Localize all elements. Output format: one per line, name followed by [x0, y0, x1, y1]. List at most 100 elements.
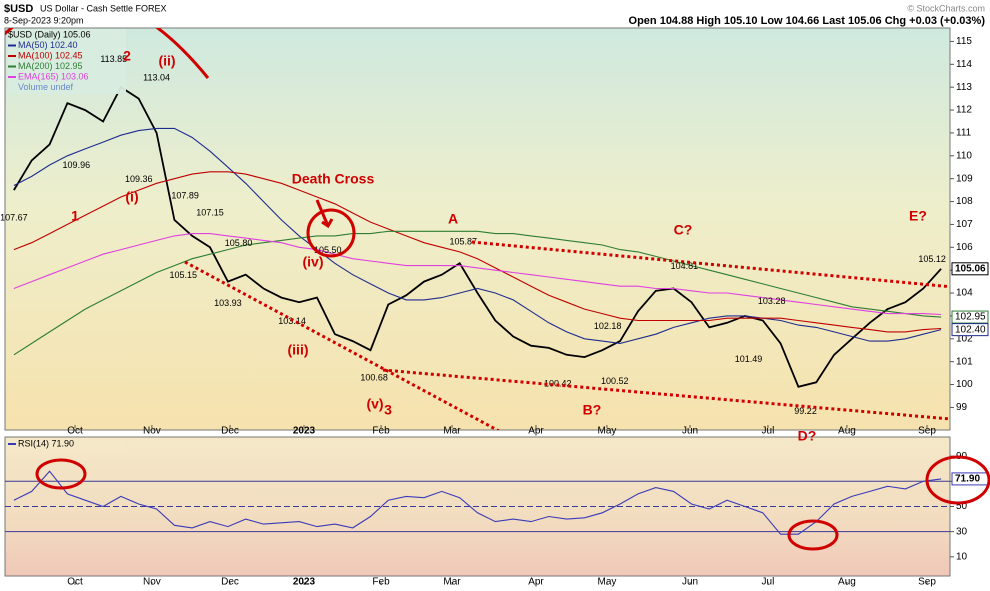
y-tick-label: 50	[956, 501, 968, 512]
x-tick-label: Feb	[372, 426, 390, 437]
annotation: C?	[674, 222, 693, 238]
series-line	[13, 127, 942, 344]
point-label: 105.15	[170, 270, 198, 280]
x-tick-label: 2023	[293, 577, 316, 588]
annotation: Death Cross	[292, 171, 375, 187]
y-tick-label: 104	[956, 288, 973, 299]
series-group	[13, 85, 942, 388]
point-label: 100.68	[360, 372, 388, 382]
x-tick-label: Apr	[528, 577, 544, 588]
point-label: 105.87	[449, 237, 477, 247]
legend-label: MA(200) 102.95	[18, 61, 83, 71]
annotation: 2	[123, 48, 131, 64]
point-label: 99.22	[794, 406, 817, 416]
point-label: 103.93	[214, 298, 242, 308]
annotation: (i)	[125, 189, 138, 205]
point-label: 101.49	[735, 354, 763, 364]
symbol-name: US Dollar - Cash Settle FOREX	[40, 3, 167, 13]
point-label: 107.67	[0, 212, 28, 222]
point-label: 105.50	[314, 245, 342, 255]
point-label: 100.42	[544, 378, 572, 388]
series-line	[13, 233, 942, 316]
point-label: 107.89	[171, 190, 199, 200]
x-tick-label: Oct	[67, 577, 83, 588]
legend-label: Volume undef	[18, 82, 74, 92]
price-tag	[951, 262, 989, 276]
x-tick-label: Jul	[762, 426, 775, 437]
quote: Open 104.88 High 105.10 Low 104.66 Last …	[629, 15, 986, 27]
series-group	[13, 470, 942, 535]
x-tick-label: Mar	[443, 426, 461, 437]
circle	[787, 519, 839, 551]
y-tick-label: 106	[956, 242, 973, 253]
annotation: (v)	[366, 396, 383, 412]
y-tick-label: 101	[956, 356, 973, 367]
x-tick-label: Jun	[682, 426, 698, 437]
x-tick-label: Aug	[838, 426, 856, 437]
x-tick-label: Apr	[528, 426, 544, 437]
y-tick-label: 99	[956, 402, 968, 413]
series-line	[13, 85, 942, 388]
legend-label: EMA(165) 103.06	[18, 71, 89, 81]
point-label: 105.12	[918, 254, 946, 264]
x-tick-label: Jun	[682, 577, 698, 588]
y-tick-label: 108	[956, 196, 973, 207]
x-tick-label: 2023	[293, 426, 316, 437]
circle	[306, 208, 356, 258]
x-tick-label: Aug	[838, 577, 856, 588]
point-label: 113.04	[143, 73, 170, 83]
x-tick-label: Jul	[762, 577, 775, 588]
trendline	[184, 260, 501, 430]
annotation: (iv)	[303, 254, 324, 270]
price-tag-label: 71.90	[955, 474, 980, 485]
x-tick-label: Sep	[918, 577, 936, 588]
x-tick-label: Nov	[143, 577, 161, 588]
y-tick-label: 30	[956, 526, 968, 537]
series-line	[13, 470, 942, 535]
y-tick-label: 111	[956, 128, 972, 139]
point-label: 109.96	[63, 160, 91, 170]
price-tag-label: 102.40	[955, 324, 986, 335]
arc	[5, 28, 210, 79]
price-panel	[4, 27, 951, 431]
legend-box	[8, 438, 126, 451]
y-tick-label: 112	[956, 105, 972, 116]
series-line	[13, 230, 942, 356]
price-tag-label: 105.06	[955, 263, 986, 274]
y-tick-label: 100	[956, 379, 973, 390]
circle	[35, 458, 87, 490]
legend-label: MA(50) 102.40	[18, 40, 78, 50]
date: 8-Sep-2023 9:20pm	[4, 15, 84, 25]
x-tick-label: Nov	[143, 426, 161, 437]
series-line	[13, 171, 942, 333]
annotation: 1	[71, 208, 79, 224]
point-label: 104.81	[671, 261, 699, 271]
price-tag	[951, 323, 989, 337]
symbol: $USD	[4, 3, 33, 15]
point-label: 102.18	[594, 321, 622, 331]
y-tick-label: 102	[956, 333, 973, 344]
legend-label: MA(100) 102.45	[18, 50, 83, 60]
point-label: 105.80	[225, 238, 253, 248]
annotation: B?	[583, 402, 602, 418]
point-label: 113.85	[100, 54, 127, 64]
legend-label: RSI(14) 71.90	[18, 438, 74, 448]
annotation: E?	[909, 208, 927, 224]
y-tick-label: 110	[956, 150, 972, 161]
x-tick-label: Sep	[918, 426, 936, 437]
drawings	[5, 28, 950, 430]
circle	[925, 455, 990, 505]
annotation: (iii)	[288, 342, 309, 358]
trendline	[382, 368, 950, 421]
point-label: 109.36	[125, 174, 153, 184]
price-tag-label: 102.95	[955, 312, 986, 323]
y-tick-label: 107	[956, 219, 973, 230]
y-tick-label: 10	[956, 551, 968, 562]
legend-box	[8, 29, 126, 94]
y-tick-label: 109	[956, 173, 973, 184]
price-tag	[951, 310, 989, 324]
legend-label: $USD (Daily) 105.06	[8, 29, 91, 39]
y-tick-label: 114	[956, 59, 972, 70]
y-tick-label: 115	[956, 36, 972, 47]
x-tick-label: May	[597, 577, 616, 588]
